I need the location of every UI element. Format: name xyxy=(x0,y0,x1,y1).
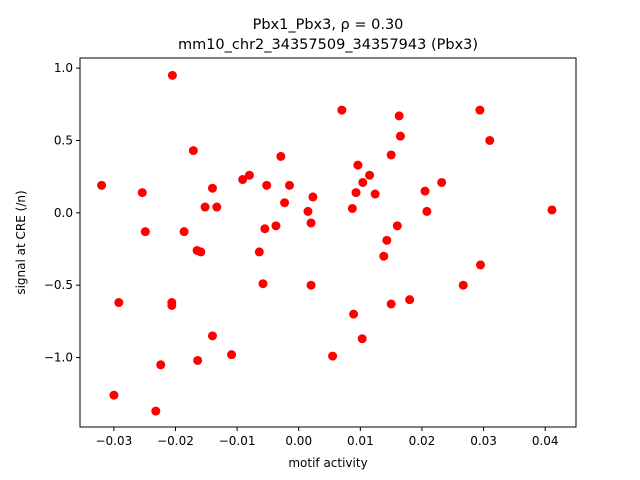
data-point xyxy=(276,151,286,161)
data-point xyxy=(306,218,316,228)
data-point xyxy=(379,251,389,261)
data-point xyxy=(328,351,338,361)
data-point xyxy=(392,221,402,231)
data-point xyxy=(370,189,380,199)
x-tick-label: 0.00 xyxy=(285,434,312,448)
data-point xyxy=(280,198,290,208)
data-point xyxy=(347,203,357,213)
x-tick-label: −0.02 xyxy=(157,434,194,448)
data-point xyxy=(200,202,210,212)
data-point xyxy=(358,177,368,187)
data-point xyxy=(405,295,415,305)
data-point xyxy=(337,105,347,115)
data-point xyxy=(140,227,150,237)
data-point xyxy=(262,180,272,190)
y-tick-label: 0.0 xyxy=(54,206,73,220)
x-tick-label: 0.04 xyxy=(532,434,559,448)
data-point xyxy=(179,227,189,237)
data-point xyxy=(357,334,367,344)
data-point xyxy=(167,300,177,310)
data-point xyxy=(151,406,161,416)
data-point xyxy=(476,260,485,270)
y-tick-label: 1.0 xyxy=(54,61,73,75)
data-point xyxy=(109,390,119,400)
data-point xyxy=(306,280,316,290)
data-point xyxy=(271,221,281,231)
data-point xyxy=(258,279,268,289)
data-point xyxy=(475,105,485,115)
data-point xyxy=(207,331,217,341)
x-tick-label: −0.01 xyxy=(219,434,256,448)
data-point xyxy=(196,247,206,257)
data-point xyxy=(303,206,313,216)
data-point xyxy=(254,247,264,257)
data-point xyxy=(485,135,495,145)
data-point xyxy=(382,235,392,245)
data-point xyxy=(156,360,166,370)
data-point xyxy=(238,175,248,185)
x-axis-ticks: −0.03 −0.02 −0.01 0.00 0.01 0.02 0.03 0.04 xyxy=(95,427,559,448)
data-point xyxy=(349,309,359,319)
y-tick-label: −0.5 xyxy=(44,278,73,292)
data-point xyxy=(394,111,404,121)
data-point xyxy=(284,180,294,190)
data-point xyxy=(386,150,396,160)
data-point xyxy=(167,70,177,80)
x-tick-label: 0.03 xyxy=(470,434,497,448)
data-point xyxy=(395,131,405,141)
data-point xyxy=(137,188,147,198)
data-point xyxy=(308,192,318,202)
data-point xyxy=(212,202,222,212)
data-point xyxy=(351,188,361,198)
y-axis-ticks: −1.0 −0.5 0.0 0.5 1.0 xyxy=(44,61,80,365)
data-point xyxy=(547,205,557,215)
data-point xyxy=(437,177,447,187)
y-tick-label: −1.0 xyxy=(44,351,73,365)
data-point xyxy=(114,298,124,308)
data-point xyxy=(422,206,432,216)
plot-frame xyxy=(79,57,577,428)
data-point xyxy=(260,224,270,234)
data-point xyxy=(207,183,217,193)
data-points xyxy=(97,70,557,416)
y-axis-label: signal at CRE (/n) xyxy=(14,190,28,294)
chart-title-line2: mm10_chr2_34357509_34357943 (Pbx3) xyxy=(178,37,478,53)
y-tick-label: 0.5 xyxy=(54,133,73,147)
data-point xyxy=(188,146,198,156)
data-point xyxy=(458,280,468,290)
data-point xyxy=(420,186,430,196)
data-point xyxy=(97,180,107,190)
data-point xyxy=(244,170,254,180)
chart-title-line1: Pbx1_Pbx3, ρ = 0.30 xyxy=(253,17,404,33)
x-axis-label: motif activity xyxy=(288,456,367,470)
data-point xyxy=(227,350,237,360)
data-point xyxy=(193,355,203,365)
data-point xyxy=(353,160,363,170)
data-point xyxy=(386,299,396,309)
x-tick-label: −0.03 xyxy=(95,434,132,448)
x-tick-label: 0.01 xyxy=(347,434,374,448)
x-tick-label: 0.02 xyxy=(409,434,436,448)
data-point xyxy=(365,170,375,180)
